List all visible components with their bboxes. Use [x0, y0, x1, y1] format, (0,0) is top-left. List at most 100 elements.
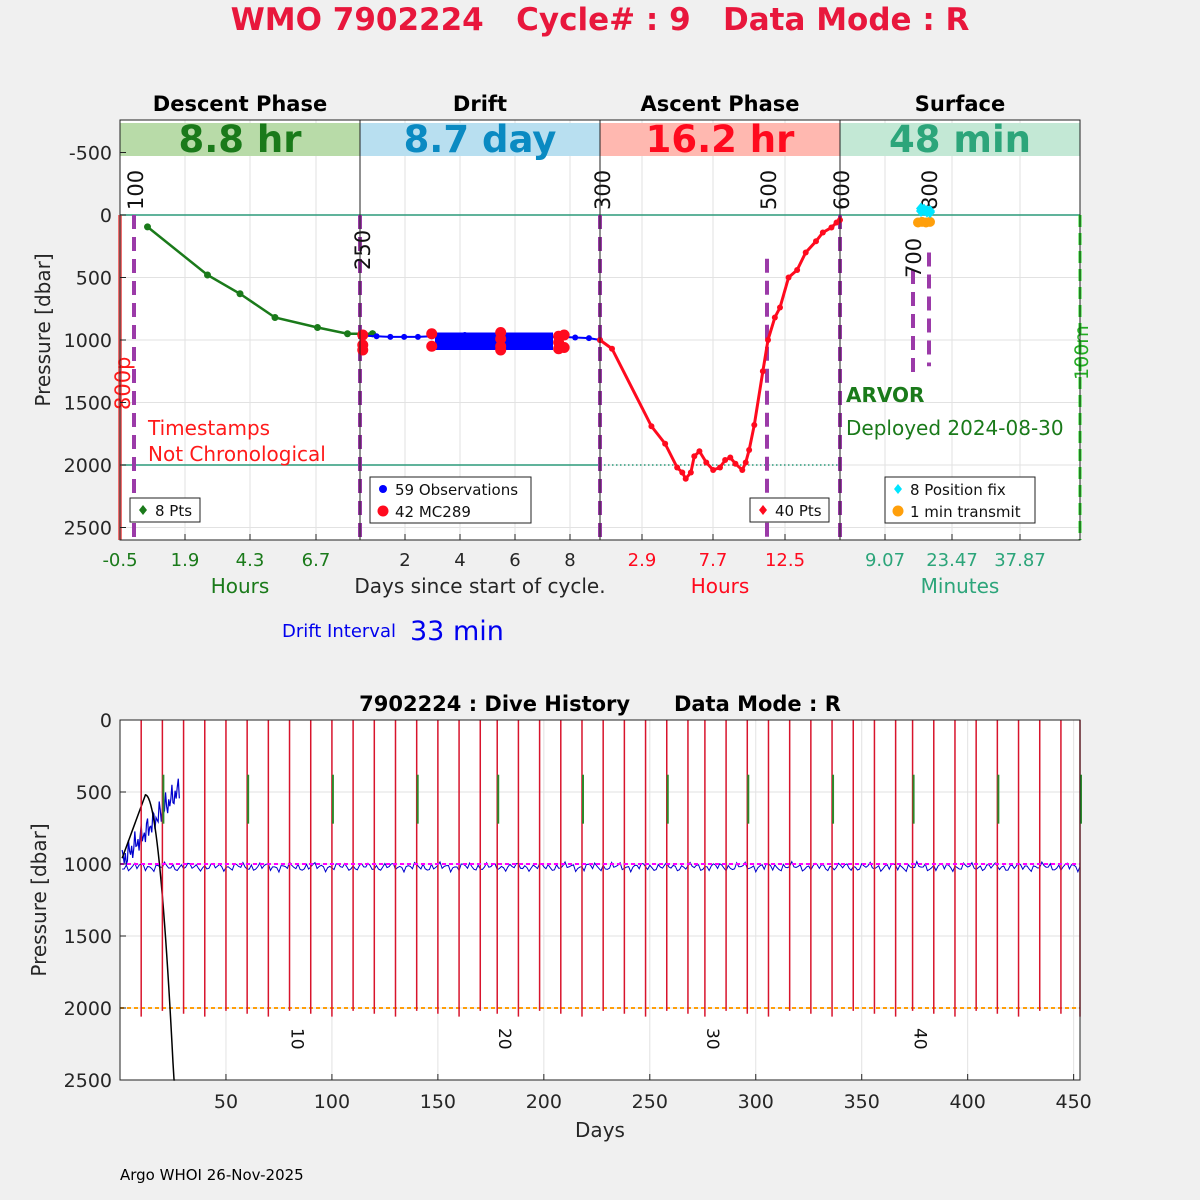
history-title: 7902224 : Dive History Data Mode : R [359, 692, 841, 716]
drift-observation-point [461, 332, 468, 338]
drift-observation-point [572, 334, 579, 341]
phase-marker-label: 800p [111, 357, 135, 410]
history-plot: 50 100 150 200 250 300 350 400 450 0 500 1000 1500 20… [27, 692, 1092, 1142]
ascent-point [679, 469, 686, 476]
drift-observation-point [585, 335, 592, 342]
phase-titles: Descent Phase Drift Ascent Phase Surface [153, 92, 1005, 116]
history-plot-area [120, 720, 1080, 1080]
drift-duration: 8.7 day [404, 118, 557, 161]
drift-legend-label: 59 Observations [395, 481, 518, 499]
cycle-x-label: Days since start of cycle. [354, 574, 605, 598]
descent-legend-marker [139, 505, 147, 515]
drift-interval-value: 33 min [410, 616, 504, 647]
drift-legend-marker [377, 505, 389, 517]
ascent-point [802, 249, 809, 256]
ascent-point [609, 345, 615, 352]
cycle-y-label: Pressure [dbar] [31, 253, 55, 406]
cycle-x-tick-label: -0.5 [102, 550, 137, 571]
surface-legend-label: 8 Position fix [910, 481, 1006, 499]
drift-legend-marker [379, 485, 387, 493]
cycle-plot: 8.8 hr 8.7 day 16.2 hr 48 min 100 250 300 500 6… [31, 92, 1093, 647]
history-x-tick-label: 200 [526, 1091, 562, 1113]
history-series [120, 720, 1082, 1081]
drift-legend-box [369, 476, 532, 524]
history-x-tick-label: 350 [844, 1091, 880, 1113]
drift-title: Drift [453, 92, 507, 116]
surface-legend-marker [894, 484, 902, 494]
history-y-label: Pressure [dbar] [27, 823, 51, 976]
descent-point [144, 223, 151, 231]
cycle-x-tick-label: 37.87 [994, 550, 1046, 571]
cycle-x-tick-label: 7.7 [699, 550, 728, 571]
ascent-point [732, 460, 739, 467]
ascent-point [771, 314, 778, 321]
descent-legend-label: 8 Pts [155, 502, 192, 520]
drift-duration-band [360, 123, 600, 156]
ascent-point [785, 274, 792, 281]
ascent-point [739, 467, 746, 473]
drift-observation-point [475, 332, 482, 339]
history-x-label: Days [575, 1118, 625, 1142]
ascent-point [765, 337, 771, 343]
cycle-x-tick-label: 12.5 [765, 550, 805, 571]
main-title: WMO 7902224 Cycle# : 9 Data Mode : R [230, 2, 970, 38]
ascent-point [777, 304, 783, 311]
ascent-point [727, 454, 734, 461]
phase-marker-label: 250 [351, 230, 375, 270]
history-early-trace [121, 778, 180, 865]
descent-duration-band [120, 123, 360, 156]
ascent-point [696, 448, 703, 455]
history-x-tick-label: 150 [420, 1091, 456, 1113]
ascent-duration-band [600, 123, 840, 156]
descent-legend-box [129, 497, 201, 523]
history-cycle-label: 30 [702, 1028, 722, 1050]
cycle-x-tick-label: 8 [564, 550, 575, 571]
phase-marker-label: 300 [591, 170, 615, 210]
history-drift-trace [122, 860, 1081, 874]
history-cycle-label: 40 [910, 1028, 930, 1050]
cycle-series [144, 202, 935, 482]
descent-unit-label: Hours [211, 574, 270, 598]
drift-mc289-point [558, 329, 570, 341]
history-x-tick-label: 450 [1056, 1091, 1092, 1113]
phase-marker-label: 500 [757, 170, 781, 210]
history-x-tick-label: 50 [214, 1091, 238, 1113]
drift-mc289-point [357, 344, 369, 356]
ascent-point [717, 464, 723, 471]
history-descent-trace [121, 793, 176, 1081]
ascent-point [794, 267, 801, 273]
cycle-y-tick-label: 2500 [64, 518, 112, 540]
history-y-tick-label: 2500 [64, 1070, 112, 1092]
cycle-x-tick-label: 4 [454, 550, 465, 571]
ascent-point [722, 457, 729, 463]
cycle-x-ticks: -0.5 1.9 4.3 6.7 Hours 2 4 6 8 2.9 7.7 12.5 Hours 9.0… [102, 534, 1046, 598]
history-cycle-label: 20 [494, 1028, 514, 1050]
ascent-point [813, 238, 819, 245]
history-cycle-labels: 10 20 30 40 [287, 1028, 930, 1050]
drift-legend-label: 42 MC289 [395, 503, 471, 521]
phase-marker-label: 100 [124, 170, 148, 210]
descent-point [236, 290, 244, 298]
cycle-y-tick-label: 1000 [64, 330, 112, 352]
phase-marker-label: 800 [918, 170, 942, 210]
timestamps-warning-line2: Not Chronological [148, 442, 326, 466]
drift-observation-point [544, 333, 551, 340]
history-x-tick-label: 100 [314, 1091, 350, 1113]
descent-point [271, 314, 279, 321]
ascent-point [710, 467, 717, 473]
drift-observation-point [489, 333, 496, 340]
history-x-tick-label: 250 [632, 1091, 668, 1113]
cycle-x-tick-label: 9.07 [865, 550, 905, 571]
descent-point [204, 271, 211, 279]
drift-interval-label: Drift Interval [282, 621, 396, 642]
timestamps-warning-line1: Timestamps [147, 416, 270, 440]
phase-legends: 8 Pts 59 Observations 42 MC289 40 Pts 8 Posi… [129, 476, 1036, 524]
ascent-point [742, 459, 749, 466]
cycle-x-tick-label: 2 [399, 550, 410, 571]
descent-duration: 8.8 hr [178, 118, 302, 161]
ascent-point [751, 422, 758, 428]
descent-point [314, 324, 321, 331]
phase-marker-label: 600 [830, 170, 854, 210]
ascent-point [819, 229, 826, 236]
